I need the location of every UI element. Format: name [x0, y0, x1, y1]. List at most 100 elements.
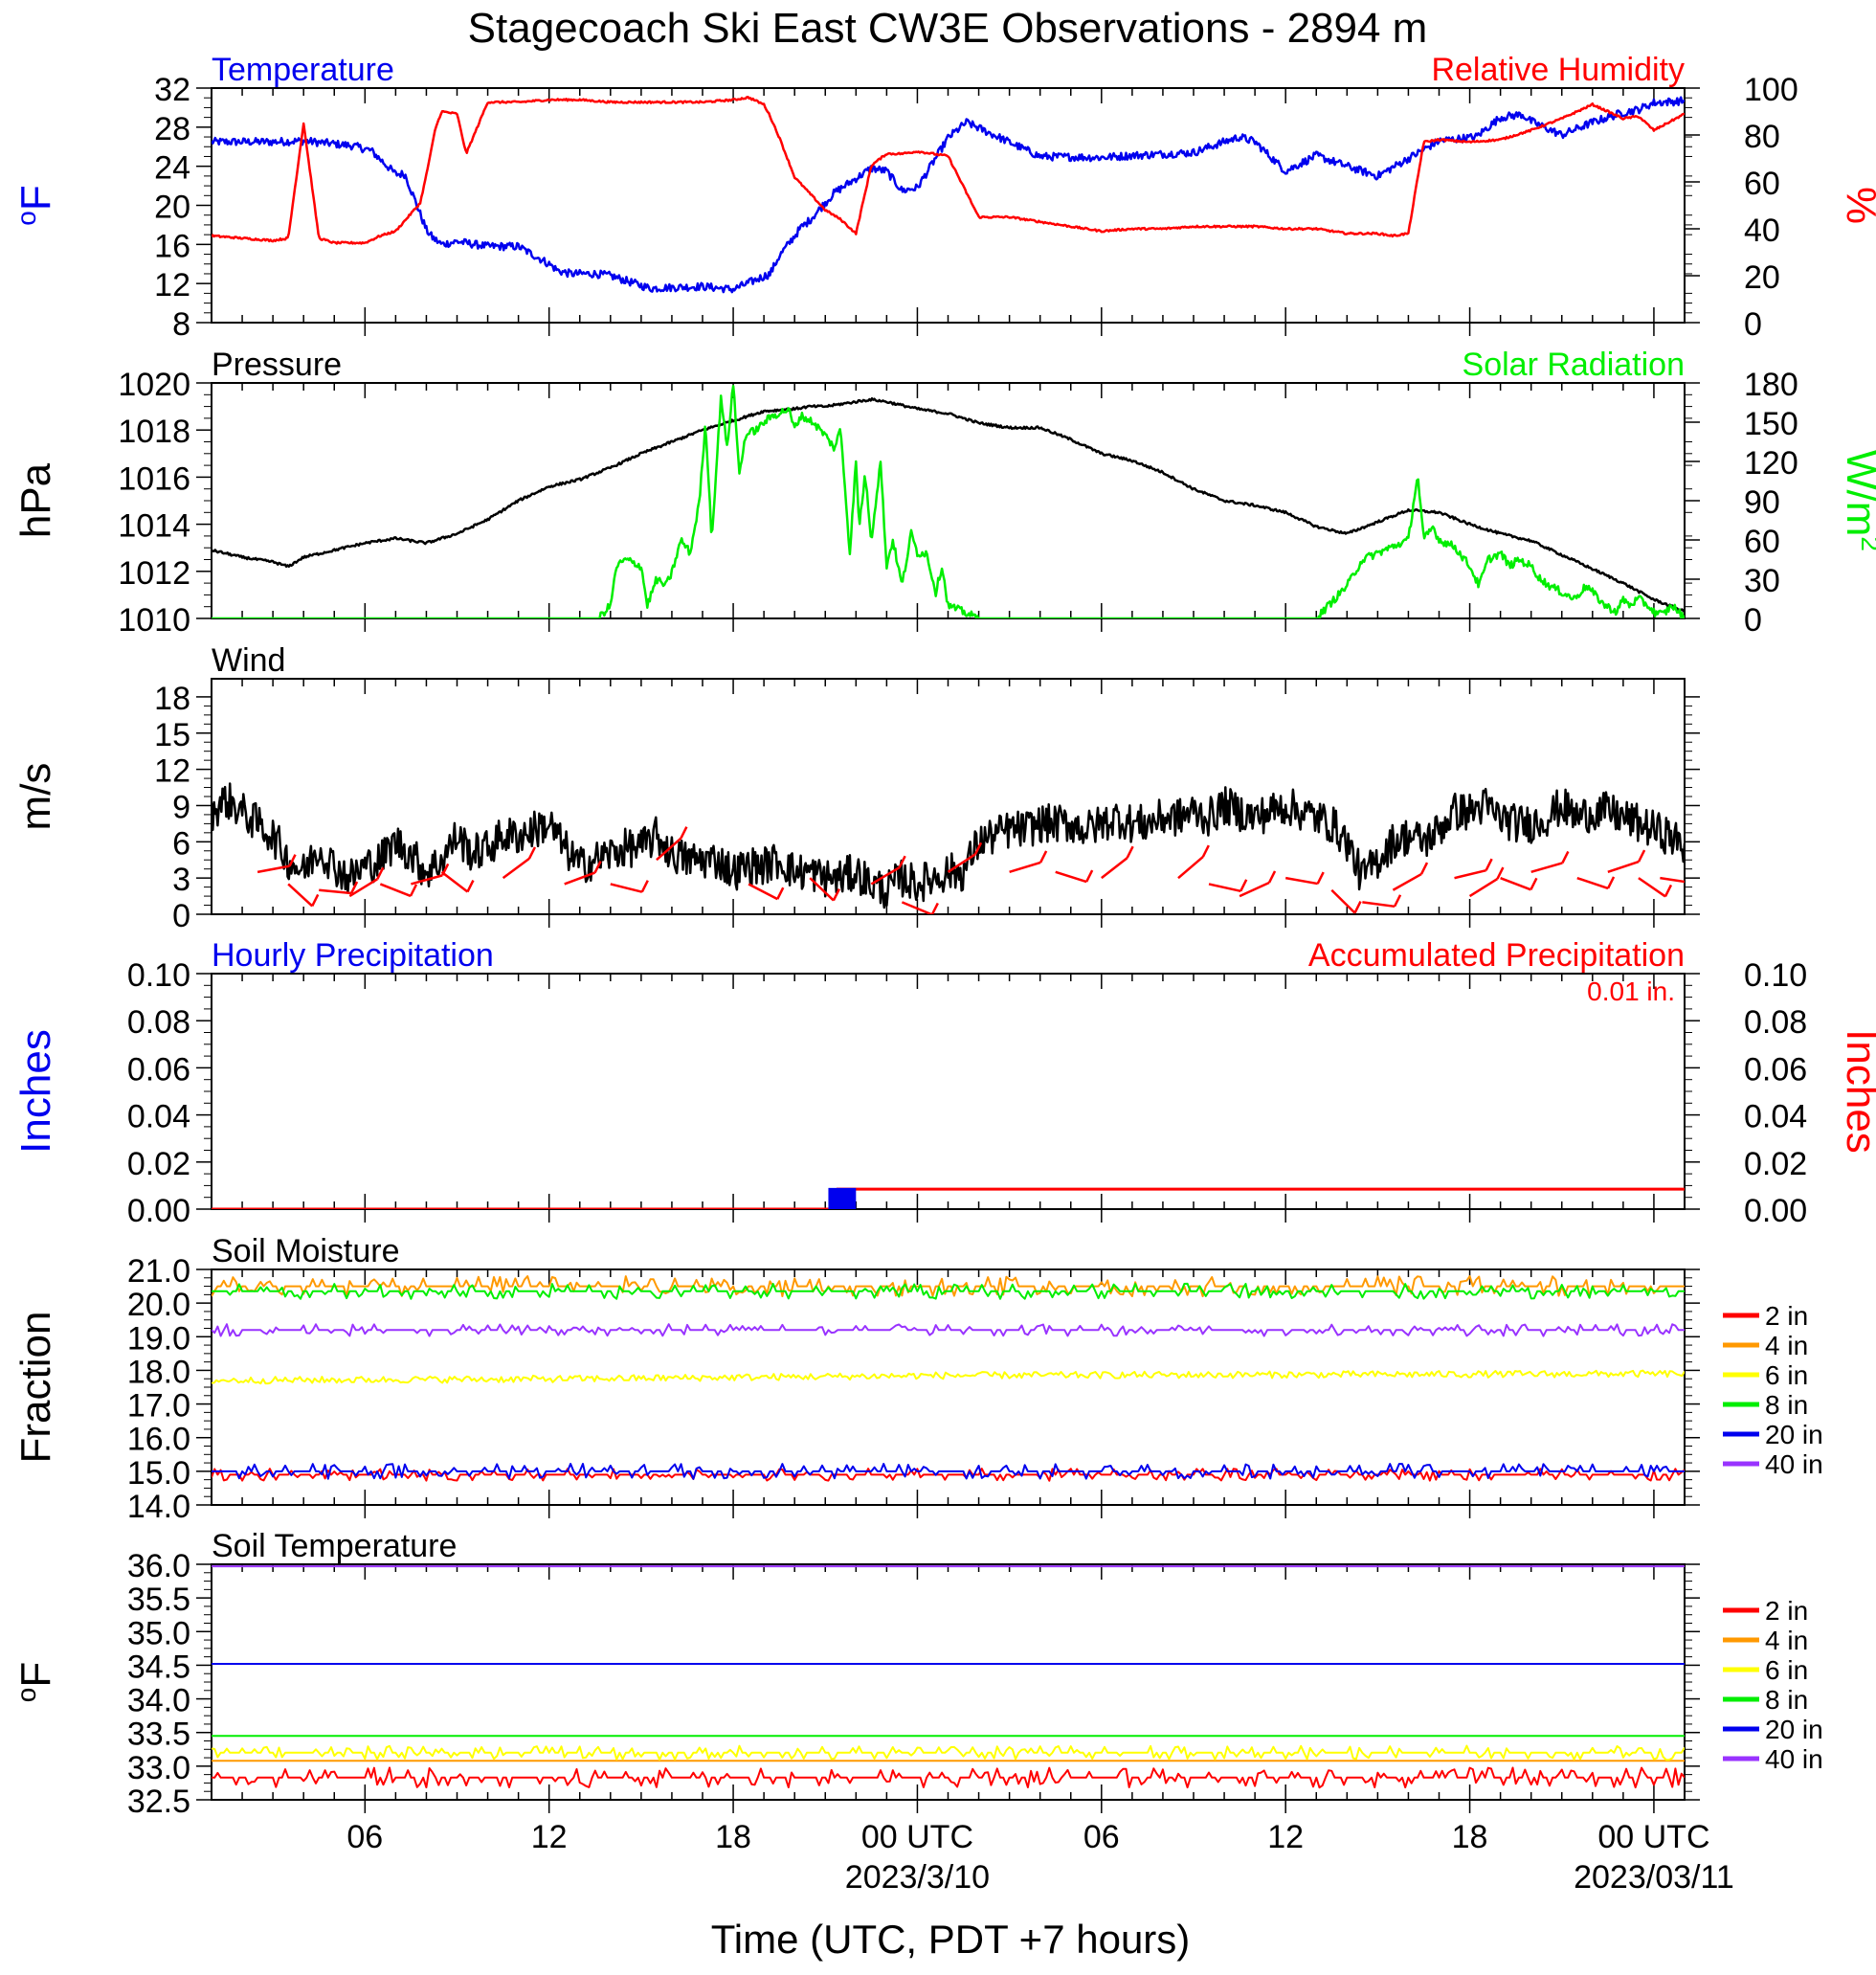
- wind-barb-shaft: [1331, 890, 1354, 913]
- x-tick-label: 06: [1083, 1819, 1120, 1855]
- y-left-tick-label: 1018: [118, 414, 190, 450]
- wind-barb: [1010, 851, 1047, 872]
- y-left-tick-label: 33.0: [127, 1750, 190, 1786]
- y-left-tick-label: 20.0: [127, 1287, 190, 1323]
- x-date-label: 2023/3/10: [845, 1859, 990, 1896]
- series-pressure: [212, 398, 1685, 612]
- legend-label: 20 in: [1765, 1715, 1823, 1744]
- wind-barb-flag: [1421, 863, 1427, 874]
- panel-frame: [212, 383, 1685, 618]
- wind-barb-flag: [1040, 851, 1046, 863]
- wind-barb: [1056, 870, 1092, 882]
- wind-barb-flag: [529, 847, 535, 859]
- wind-barb-flag: [1086, 870, 1092, 882]
- wind-barb-flag: [1562, 851, 1568, 863]
- panel-precip: 0.000.020.040.060.080.100.000.020.040.06…: [12, 937, 1876, 1229]
- y-right-tick-label: 90: [1744, 484, 1780, 521]
- wind-barb-flag: [1355, 902, 1361, 913]
- y-left-axis-label: oF: [11, 1662, 60, 1702]
- y-left-tick-label: 15.0: [127, 1455, 190, 1492]
- x-tick-label: 12: [531, 1819, 568, 1855]
- series-6-in: [212, 1371, 1685, 1384]
- y-left-tick-label: 16.0: [127, 1422, 190, 1458]
- wind-barb-shaft: [1285, 878, 1317, 884]
- legend-label: 40 in: [1765, 1744, 1823, 1774]
- wind-barb-shaft: [411, 875, 442, 884]
- wind-barb: [288, 884, 318, 906]
- wind-barb-flag: [777, 887, 783, 899]
- y-left-tick-label: 1016: [118, 460, 190, 497]
- wind-barb: [380, 884, 416, 895]
- series-40-in: [212, 1324, 1685, 1335]
- y-right-axis-label-group: W/m2: [1838, 450, 1876, 551]
- y-left-axis-label: Fraction: [12, 1312, 59, 1464]
- wind-barb-shaft: [1470, 879, 1498, 896]
- wind-barb-flag: [681, 827, 686, 839]
- panel-frame: [212, 1564, 1685, 1800]
- panel-left-title: Wind: [212, 642, 285, 679]
- series-4-in: [212, 1276, 1685, 1296]
- y-right-tick-label: 30: [1744, 563, 1780, 599]
- legend-label: 40 in: [1765, 1449, 1823, 1479]
- wind-barb-shaft: [611, 884, 642, 891]
- y-right-tick-label: 60: [1744, 166, 1780, 202]
- y-right-tick-label: 40: [1744, 213, 1780, 249]
- wind-barb: [1577, 877, 1614, 888]
- y-left-tick-label: 14.0: [127, 1489, 190, 1525]
- y-right-tick-label: 0.06: [1744, 1051, 1807, 1088]
- series-2-in: [212, 1768, 1685, 1788]
- wind-barb-flag: [1395, 895, 1400, 907]
- wind-barb-flag: [1665, 885, 1671, 896]
- wind-barb-shaft: [1393, 874, 1421, 890]
- wind-barb-shaft: [1639, 878, 1665, 896]
- panel-right-title: Accumulated Precipitation: [1308, 937, 1685, 974]
- y-left-tick-label: 0.10: [127, 957, 190, 994]
- legend-label: 2 in: [1765, 1301, 1808, 1331]
- wind-barb-flag: [312, 894, 318, 906]
- y-right-tick-label: 100: [1744, 72, 1798, 108]
- panel-frame: [212, 974, 1685, 1209]
- y-right-tick-label: 60: [1744, 524, 1780, 560]
- wind-barb-flag: [1269, 871, 1275, 883]
- wind-barb-shaft: [1209, 884, 1240, 890]
- series-relative-humidity: [212, 97, 1685, 243]
- x-tick-label: 00 UTC: [1597, 1819, 1709, 1855]
- wind-barb-shaft: [1455, 870, 1486, 878]
- wind-barb: [1178, 845, 1209, 878]
- y-left-tick-label: 32: [154, 72, 190, 108]
- panel-series: [212, 97, 1685, 292]
- panel-left-title: Pressure: [212, 347, 342, 383]
- wind-barb: [748, 884, 783, 899]
- y-left-tick-label: 0.02: [127, 1146, 190, 1182]
- wind-barb-flag: [1530, 878, 1536, 889]
- x-date-label: 2023/03/11: [1574, 1859, 1734, 1896]
- y-left-tick-label: 3: [172, 862, 190, 898]
- wind-barb-shaft: [319, 890, 351, 893]
- wind-barb: [1531, 851, 1569, 871]
- panel-series: [212, 1276, 1685, 1481]
- y-left-tick-label: 12: [154, 753, 190, 790]
- y-right-tick-label: 0.04: [1744, 1099, 1807, 1135]
- wind-barb: [1455, 859, 1492, 878]
- y-left-tick-label: 36.0: [127, 1548, 190, 1584]
- wind-barb: [611, 881, 648, 892]
- panel-left-title: Soil Moisture: [212, 1233, 400, 1269]
- y-left-tick-label: 0.00: [127, 1193, 190, 1229]
- series-temperature: [212, 98, 1685, 292]
- wind-barb-flag: [1639, 850, 1644, 862]
- wind-barb: [1393, 863, 1427, 890]
- series-solar-radiation: [212, 386, 1685, 622]
- wind-barb-shaft: [441, 872, 467, 892]
- panel-right-title: Solar Radiation: [1463, 347, 1685, 383]
- legend-label: 20 in: [1765, 1420, 1823, 1449]
- panel-series: [212, 1566, 1685, 1787]
- wind-barb-shaft: [1010, 863, 1041, 872]
- panel-series: [212, 386, 1685, 622]
- panel-left-title: Soil Temperature: [212, 1528, 457, 1564]
- wind-barb: [1331, 890, 1360, 913]
- legend-label: 6 in: [1765, 1360, 1808, 1390]
- series-20-in: [212, 1464, 1685, 1479]
